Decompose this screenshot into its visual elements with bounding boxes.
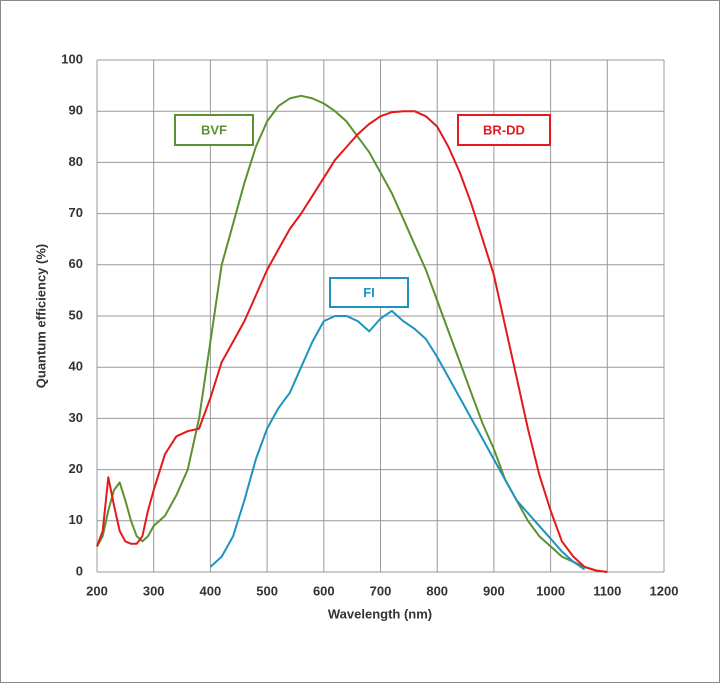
legend-box [329, 277, 409, 308]
series-line [96, 110, 608, 573]
y-tick-label: 70 [69, 205, 83, 220]
x-tick-label: 300 [143, 583, 165, 598]
x-tick-label: 700 [370, 583, 392, 598]
x-tick-label: 500 [256, 583, 278, 598]
x-tick-label: 800 [426, 583, 448, 598]
y-tick-label: 60 [69, 256, 83, 271]
y-tick-label: 40 [69, 359, 83, 374]
legend-label: BR-DD [483, 122, 525, 137]
legend-label: BVF [201, 122, 227, 137]
y-axis-label: Quantum efficiency (%) [33, 244, 48, 388]
y-tick-label: 100 [61, 51, 83, 66]
y-tick-label: 80 [69, 154, 83, 169]
legend-box [457, 114, 551, 146]
x-tick-label: 400 [200, 583, 222, 598]
x-axis-label: Wavelength (nm) [328, 606, 432, 621]
legend-label: FI [363, 285, 375, 300]
y-tick-label: 30 [69, 410, 83, 425]
legend-box [174, 114, 254, 146]
y-tick-label: 0 [76, 563, 83, 578]
series-line [209, 309, 586, 571]
x-tick-label: 1200 [650, 583, 679, 598]
x-tick-label: 900 [483, 583, 505, 598]
y-tick-label: 90 [69, 103, 83, 118]
x-tick-label: 200 [86, 583, 108, 598]
y-tick-label: 10 [69, 512, 83, 527]
x-tick-label: 1000 [536, 583, 565, 598]
x-tick-label: 600 [313, 583, 335, 598]
y-tick-label: 50 [69, 307, 83, 322]
x-tick-label: 1100 [593, 583, 621, 598]
y-tick-label: 20 [69, 461, 83, 476]
